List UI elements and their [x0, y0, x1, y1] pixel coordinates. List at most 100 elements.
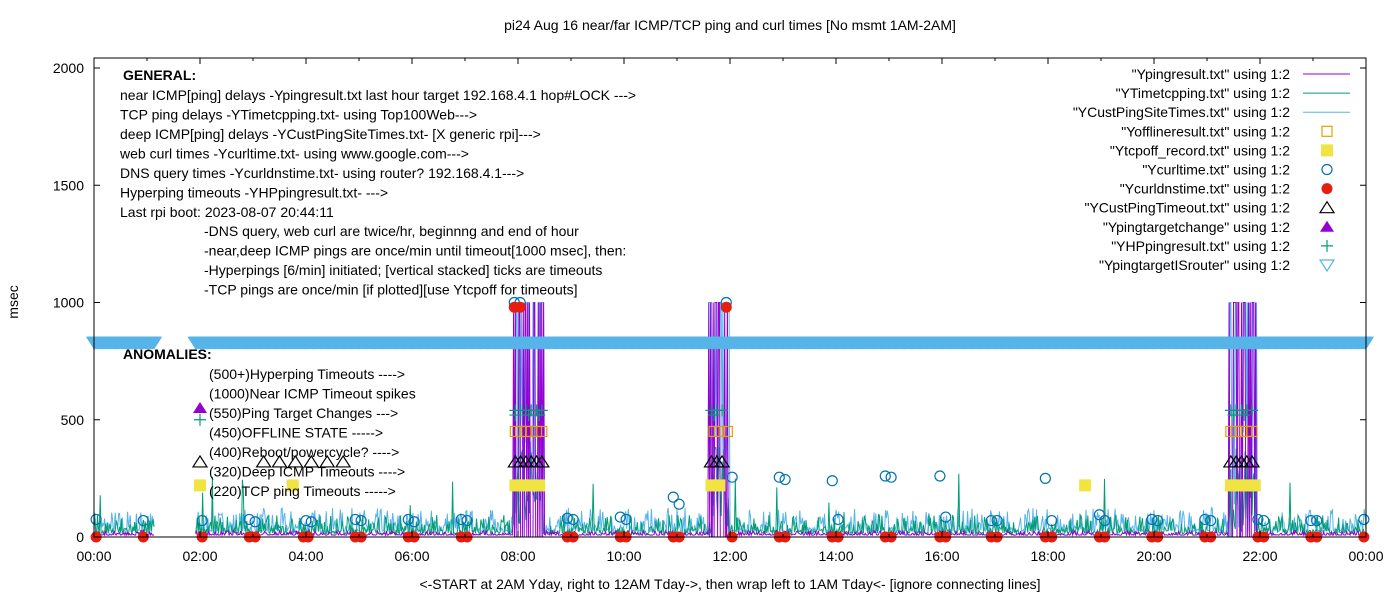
data-point-5 — [349, 513, 361, 526]
legend-label: "Ytcpoff_record.txt" using 1:2 — [1110, 142, 1290, 158]
x-tick-label: 06:00 — [394, 548, 429, 564]
data-point-5 — [355, 514, 367, 527]
legend-label: "YpingtargetISrouter" using 1:2 — [1099, 257, 1290, 273]
data-point-5 — [1358, 513, 1370, 526]
anomaly-line: (320)Deep ICMP Timeouts ----> — [209, 464, 405, 480]
data-point-5 — [455, 513, 467, 526]
general-line: deep ICMP[ping] delays -YCustPingSiteTim… — [120, 126, 541, 142]
data-point-5 — [137, 514, 149, 527]
note-line: -near,deep ICMP pings are once/min until… — [204, 243, 626, 259]
x-tick-label: 12:00 — [712, 548, 747, 564]
legend-label: "YCustPingTimeout.txt" using 1:2 — [1084, 200, 1290, 216]
general-title: GENERAL: — [123, 67, 196, 83]
data-point-9 — [708, 409, 721, 422]
data-point-6 — [720, 301, 732, 313]
legend-marker-swatch — [1321, 144, 1333, 157]
series-line-1 — [93, 446, 1367, 537]
x-axis-label: <-START at 2AM Yday, right to 12AM Tday-… — [419, 576, 1040, 592]
data-point-5 — [249, 516, 261, 528]
x-tick-label: 16:00 — [924, 548, 959, 564]
data-point-5 — [408, 516, 420, 528]
legend-label: "YHPpingresult.txt" using 1:2 — [1111, 238, 1290, 254]
data-point-5 — [196, 514, 208, 527]
annotations: GENERAL: near ICMP[ping] delays -Ypingres… — [119, 67, 636, 499]
data-point-7 — [271, 454, 288, 468]
data-point-5 — [832, 513, 844, 526]
general-line: web curl times -Ycurltime.txt- using www… — [119, 146, 469, 162]
data-point-9 — [716, 404, 729, 417]
data-point-4 — [1248, 479, 1261, 492]
x-tick-label: 08:00 — [500, 548, 535, 564]
data-point-7 — [287, 454, 304, 468]
data-point-5 — [614, 511, 626, 523]
legend-marker-swatch — [1321, 163, 1333, 176]
x-tick-label: 04:00 — [288, 548, 323, 564]
data-point-9 — [509, 409, 522, 422]
data-point-5 — [1252, 513, 1264, 526]
data-point-7 — [1243, 454, 1261, 468]
legend-marker-swatch — [1321, 183, 1333, 195]
x-tick-label: 22:00 — [1242, 548, 1277, 564]
data-point-5 — [561, 512, 573, 524]
data-point-7 — [319, 454, 336, 468]
data-point-5 — [1146, 513, 1158, 526]
data-point-3 — [713, 425, 726, 438]
data-point-8 — [193, 402, 207, 414]
legend-marker-swatch — [1321, 125, 1333, 137]
data-point-5 — [567, 513, 579, 526]
data-point-3 — [1246, 425, 1258, 438]
data-point-5 — [726, 471, 738, 483]
data-point-5 — [1152, 514, 1164, 527]
anomaly-line: (220)TCP ping Timeouts -----> — [209, 483, 396, 499]
legend-label: "YCustPingSiteTimes.txt" using 1:2 — [1073, 104, 1290, 120]
general-line: Hyperping timeouts -YHPpingresult.txt- -… — [120, 185, 388, 201]
data-point-5 — [1305, 514, 1317, 527]
data-point-4 — [713, 479, 726, 492]
data-point-5 — [773, 471, 785, 483]
anomaly-line: (450)OFFLINE STATE -----> — [209, 425, 383, 441]
data-point-7 — [255, 454, 272, 468]
data-point-9 — [1246, 404, 1259, 417]
data-point-4 — [533, 479, 546, 492]
data-point-6 — [514, 301, 526, 313]
data-point-5 — [985, 514, 997, 527]
x-tick-label: 10:00 — [606, 548, 641, 564]
router-target-point — [145, 336, 163, 350]
data-point-5 — [1199, 513, 1211, 526]
data-point-5 — [826, 475, 838, 487]
data-point-5 — [991, 514, 1003, 527]
note-line: -DNS query, web curl are twice/hr, begin… — [204, 223, 579, 239]
data-point-5 — [90, 513, 102, 526]
data-point-9 — [533, 409, 546, 422]
anomaly-line: (500+)Hyperping Timeouts ----> — [209, 366, 405, 382]
chart-title: pi24 Aug 16 near/far ICMP/TCP ping and c… — [504, 17, 956, 33]
data-point-5 — [885, 471, 897, 483]
x-tick-label: 02:00 — [182, 548, 217, 564]
data-point-9 — [522, 409, 535, 422]
y-tick-label: 1000 — [53, 295, 84, 311]
data-point-7 — [191, 454, 209, 468]
data-point-5 — [1311, 514, 1323, 527]
data-point-4 — [286, 479, 299, 492]
general-line: Last rpi boot: 2023-08-07 20:44:11 — [120, 204, 334, 220]
data-point-9 — [535, 404, 548, 417]
data-point-5 — [620, 513, 632, 526]
data-point-3 — [536, 425, 548, 438]
data-point-5 — [940, 511, 952, 523]
data-point-5 — [305, 516, 317, 528]
data-point-9 — [1227, 409, 1240, 422]
legend: "Ypingresult.txt" using 1:2 "YTimetcpping… — [1073, 66, 1350, 273]
data-point-5 — [461, 514, 473, 527]
data-point-4 — [1079, 479, 1092, 492]
anomaly-line: (550)Ping Target Changes ---> — [209, 405, 398, 421]
data-point-5 — [934, 470, 946, 482]
y-tick-label: 500 — [61, 412, 85, 428]
data-point-7 — [335, 454, 352, 468]
legend-marker-swatch — [1320, 220, 1334, 232]
data-point-7 — [533, 454, 550, 468]
data-point-7 — [713, 454, 731, 468]
x-tick-label: 14:00 — [818, 548, 853, 564]
note-line: -Hyperpings [6/min] initiated; [vertical… — [204, 262, 602, 278]
data-point-9 — [194, 413, 206, 426]
